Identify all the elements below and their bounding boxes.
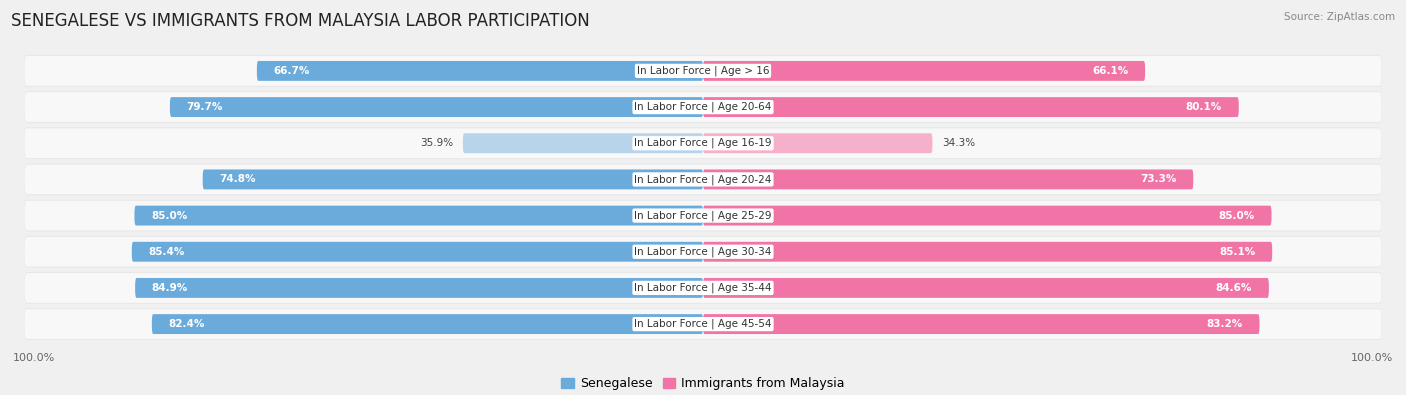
FancyBboxPatch shape [703,278,1268,298]
Text: In Labor Force | Age 20-64: In Labor Force | Age 20-64 [634,102,772,112]
FancyBboxPatch shape [703,97,1239,117]
FancyBboxPatch shape [132,242,703,262]
Text: SENEGALESE VS IMMIGRANTS FROM MALAYSIA LABOR PARTICIPATION: SENEGALESE VS IMMIGRANTS FROM MALAYSIA L… [11,12,591,30]
FancyBboxPatch shape [24,201,1382,230]
Text: 34.3%: 34.3% [942,138,976,148]
FancyBboxPatch shape [135,278,703,298]
FancyBboxPatch shape [703,314,1260,334]
FancyBboxPatch shape [24,55,1382,87]
Text: 80.1%: 80.1% [1185,102,1222,112]
Text: 84.9%: 84.9% [152,283,188,293]
Text: In Labor Force | Age 30-34: In Labor Force | Age 30-34 [634,246,772,257]
Text: 85.0%: 85.0% [152,211,187,220]
FancyBboxPatch shape [24,308,1382,340]
FancyBboxPatch shape [24,165,1382,194]
Text: In Labor Force | Age 25-29: In Labor Force | Age 25-29 [634,210,772,221]
FancyBboxPatch shape [257,61,703,81]
FancyBboxPatch shape [24,236,1382,268]
FancyBboxPatch shape [170,97,703,117]
FancyBboxPatch shape [24,272,1382,304]
FancyBboxPatch shape [24,237,1382,267]
FancyBboxPatch shape [703,133,932,153]
FancyBboxPatch shape [24,273,1382,303]
Text: 79.7%: 79.7% [187,102,224,112]
FancyBboxPatch shape [24,91,1382,123]
Text: In Labor Force | Age 16-19: In Labor Force | Age 16-19 [634,138,772,149]
Text: In Labor Force | Age 20-24: In Labor Force | Age 20-24 [634,174,772,185]
FancyBboxPatch shape [24,128,1382,158]
Text: 83.2%: 83.2% [1206,319,1243,329]
Text: In Labor Force | Age > 16: In Labor Force | Age > 16 [637,66,769,76]
Text: In Labor Force | Age 35-44: In Labor Force | Age 35-44 [634,283,772,293]
Text: 35.9%: 35.9% [420,138,453,148]
FancyBboxPatch shape [202,169,703,189]
FancyBboxPatch shape [24,199,1382,231]
FancyBboxPatch shape [24,127,1382,159]
Text: 85.1%: 85.1% [1219,247,1256,257]
Text: 73.3%: 73.3% [1140,175,1177,184]
Text: 85.4%: 85.4% [149,247,184,257]
FancyBboxPatch shape [703,61,1144,81]
FancyBboxPatch shape [24,56,1382,86]
FancyBboxPatch shape [152,314,703,334]
Text: 74.8%: 74.8% [219,175,256,184]
FancyBboxPatch shape [24,164,1382,196]
Text: 66.1%: 66.1% [1092,66,1129,76]
Text: 66.7%: 66.7% [274,66,309,76]
FancyBboxPatch shape [135,206,703,226]
FancyBboxPatch shape [703,206,1271,226]
FancyBboxPatch shape [24,92,1382,122]
FancyBboxPatch shape [463,133,703,153]
FancyBboxPatch shape [703,242,1272,262]
FancyBboxPatch shape [703,169,1194,189]
Text: 82.4%: 82.4% [169,319,205,329]
Text: 84.6%: 84.6% [1216,283,1253,293]
FancyBboxPatch shape [24,309,1382,339]
Text: In Labor Force | Age 45-54: In Labor Force | Age 45-54 [634,319,772,329]
Text: Source: ZipAtlas.com: Source: ZipAtlas.com [1284,12,1395,22]
Legend: Senegalese, Immigrants from Malaysia: Senegalese, Immigrants from Malaysia [557,372,849,395]
Text: 85.0%: 85.0% [1219,211,1254,220]
